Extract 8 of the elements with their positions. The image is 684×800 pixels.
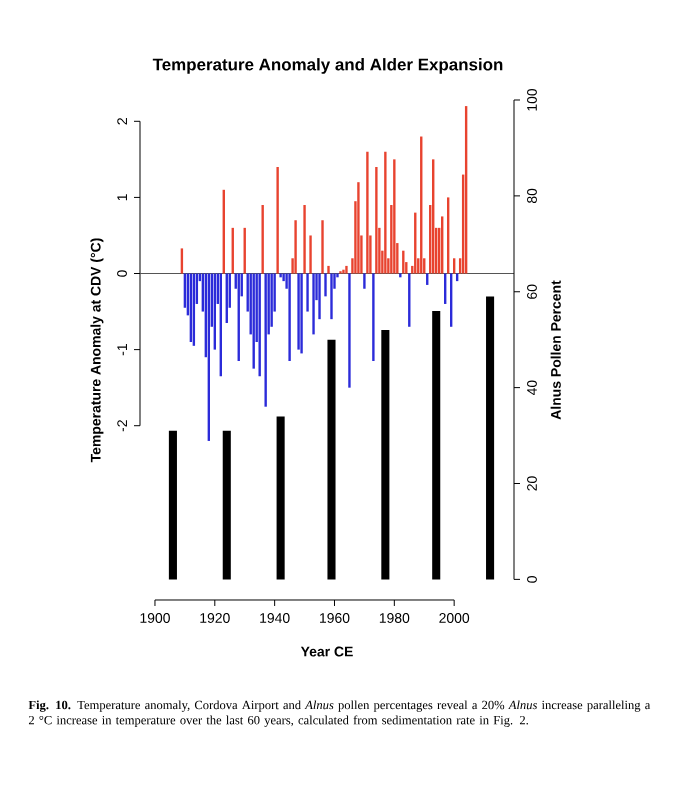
bar	[276, 416, 285, 580]
bar	[486, 296, 495, 580]
bar	[168, 430, 177, 580]
bar	[381, 330, 390, 580]
bar	[222, 430, 231, 580]
chart-title: Temperature Anomaly and Alder Expansion	[152, 58, 503, 74]
bar	[327, 339, 336, 580]
bar	[432, 310, 441, 580]
